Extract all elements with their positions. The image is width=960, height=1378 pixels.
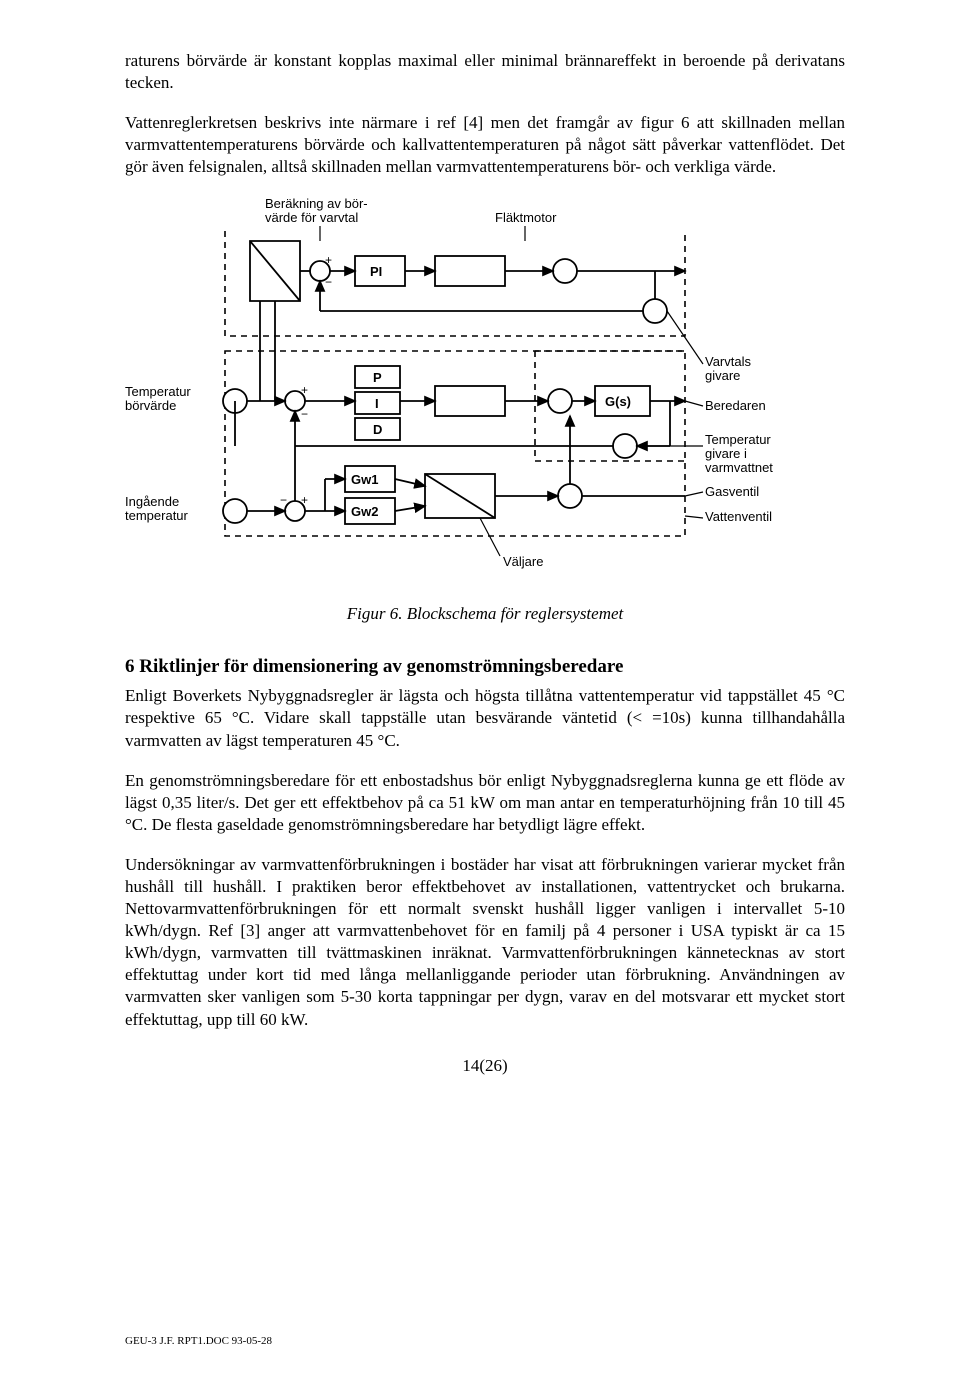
label-gasventil: Gasventil bbox=[705, 484, 759, 499]
node-mid bbox=[548, 389, 572, 413]
footer-docid: GEU-3 J.F. RPT1.DOC 93-05-28 bbox=[125, 1334, 272, 1348]
label-beredaren: Beredaren bbox=[705, 398, 766, 413]
block-gs-label: G(s) bbox=[605, 394, 631, 409]
svg-text:+: + bbox=[301, 383, 308, 397]
node-varvtals bbox=[643, 299, 667, 323]
section-6-heading: 6 Riktlinjer för dimensionering av genom… bbox=[125, 655, 845, 680]
block-pi-label: PI bbox=[370, 264, 382, 279]
label-tempgiv-1: Temperatur bbox=[705, 432, 771, 447]
input-ingaende bbox=[223, 499, 247, 523]
label-temp2: temperatur bbox=[125, 508, 189, 523]
node-gasventil bbox=[558, 484, 582, 508]
label-tempgiv-3: varmvattnet bbox=[705, 460, 773, 475]
paragraph-3: Enligt Boverkets Nybyggnadsregler är läg… bbox=[125, 685, 845, 751]
block-empty-mid bbox=[435, 386, 505, 416]
label-givare: givare bbox=[705, 368, 740, 383]
node-temp-sensor bbox=[613, 434, 637, 458]
block-p-label: P bbox=[373, 370, 382, 385]
svg-text:−: − bbox=[280, 493, 287, 507]
block-gw2-label: Gw2 bbox=[351, 504, 378, 519]
figure-6-diagram: Beräkning av bör- värde för varvtal Fläk… bbox=[125, 196, 845, 592]
label-varvtals: Varvtals bbox=[705, 354, 751, 369]
label-berakning-line2: värde för varvtal bbox=[265, 210, 358, 225]
block-gw1-label: Gw1 bbox=[351, 472, 378, 487]
paragraph-1: raturens börvärde är konstant kopplas ma… bbox=[125, 50, 845, 94]
block-d-label: D bbox=[373, 422, 382, 437]
label-vattenventil: Vattenventil bbox=[705, 509, 772, 524]
label-borvarde: börvärde bbox=[125, 398, 176, 413]
page: raturens börvärde är konstant kopplas ma… bbox=[0, 0, 960, 1378]
node-flaktmotor bbox=[553, 259, 577, 283]
label-flaktmotor: Fläktmotor bbox=[495, 210, 557, 225]
paragraph-2: Vattenreglerkretsen beskrivs inte närmar… bbox=[125, 112, 845, 178]
label-tempgiv-2: givare i bbox=[705, 446, 747, 461]
block-empty-top bbox=[435, 256, 505, 286]
svg-text:−: − bbox=[301, 407, 308, 421]
svg-text:+: + bbox=[301, 493, 308, 507]
label-berakning-line1: Beräkning av bör- bbox=[265, 196, 368, 211]
paragraph-5: Undersökningar av varmvattenförbrukninge… bbox=[125, 854, 845, 1031]
block-diagram-svg: Beräkning av bör- värde för varvtal Fläk… bbox=[125, 196, 845, 586]
paragraph-4: En genomströmningsberedare för ett enbos… bbox=[125, 770, 845, 836]
svg-text:−: − bbox=[325, 275, 332, 289]
svg-text:+: + bbox=[325, 253, 332, 267]
page-number: 14(26) bbox=[125, 1055, 845, 1077]
figure-6-caption: Figur 6. Blockschema för reglersystemet bbox=[125, 603, 845, 625]
block-i-label: I bbox=[375, 396, 379, 411]
label-temp1: Temperatur bbox=[125, 384, 191, 399]
label-ingaende: Ingående bbox=[125, 494, 179, 509]
label-valjare: Väljare bbox=[503, 554, 543, 569]
